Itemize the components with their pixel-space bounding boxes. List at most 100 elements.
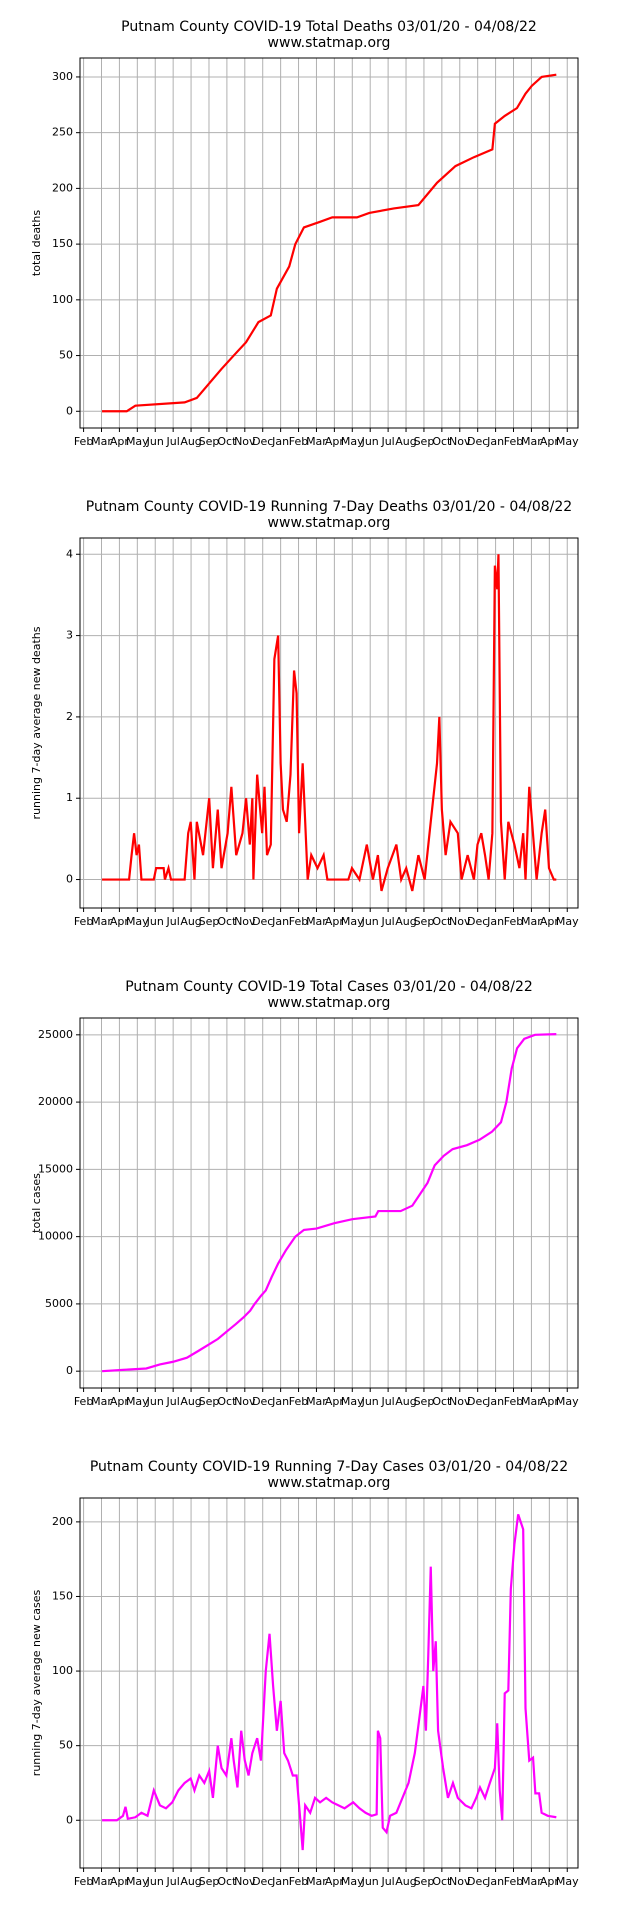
x-tick-label: Feb: [504, 435, 523, 448]
x-tick-label: Jan: [486, 1395, 504, 1408]
x-tick-label: Apr: [540, 915, 560, 928]
y-tick-label: 4: [66, 547, 73, 560]
x-tick-label: Oct: [432, 915, 452, 928]
x-tick-label: Mar: [91, 1875, 112, 1888]
y-tick-label: 3: [66, 629, 73, 642]
y-tick-label: 0: [66, 1813, 73, 1826]
x-tick-label: Mar: [91, 915, 112, 928]
x-tick-label: Apr: [540, 435, 560, 448]
x-tick-label: Apr: [110, 1395, 130, 1408]
x-tick-label: Apr: [325, 435, 345, 448]
x-tick-label: Apr: [325, 1395, 345, 1408]
x-tick-label: Nov: [449, 1875, 471, 1888]
x-tick-label: Jul: [166, 1875, 180, 1888]
chart-subtitle: www.statmap.org: [268, 35, 391, 51]
x-tick-label: Jan: [271, 1875, 289, 1888]
x-tick-label: Feb: [74, 915, 93, 928]
y-tick-label: 25000: [38, 1028, 73, 1041]
x-tick-label: Jul: [166, 915, 180, 928]
x-tick-label: Jan: [486, 915, 504, 928]
x-tick-label: May: [341, 435, 364, 448]
x-tick-label: Aug: [180, 435, 201, 448]
x-tick-label: Jan: [271, 1395, 289, 1408]
x-tick-label: May: [556, 915, 579, 928]
x-tick-label: Feb: [504, 915, 523, 928]
y-tick-label: 10000: [38, 1230, 73, 1243]
y-tick-label: 100: [52, 1664, 73, 1677]
chart-title: Putnam County COVID-19 Running 7-Day Cas…: [90, 1459, 568, 1475]
x-tick-label: Apr: [540, 1395, 560, 1408]
x-tick-label: Sep: [414, 915, 435, 928]
x-tick-label: Oct: [432, 435, 452, 448]
x-tick-label: Jun: [361, 435, 379, 448]
chart-subtitle: www.statmap.org: [268, 995, 391, 1011]
y-tick-label: 150: [52, 237, 73, 250]
x-tick-label: Feb: [289, 1395, 308, 1408]
x-tick-label: May: [556, 435, 579, 448]
y-tick-label: 250: [52, 126, 73, 139]
x-tick-label: Jul: [380, 1875, 394, 1888]
x-tick-label: Dec: [252, 435, 273, 448]
x-tick-label: Apr: [325, 1875, 345, 1888]
x-tick-label: Jun: [146, 915, 164, 928]
y-tick-label: 0: [66, 1364, 73, 1377]
x-tick-label: Nov: [449, 435, 471, 448]
x-tick-label: Jul: [380, 915, 394, 928]
x-tick-label: May: [126, 915, 149, 928]
x-tick-label: Jun: [146, 1395, 164, 1408]
x-tick-label: Mar: [91, 435, 112, 448]
x-tick-label: Aug: [395, 915, 416, 928]
x-tick-label: Mar: [521, 1395, 542, 1408]
y-tick-label: 50: [59, 1739, 73, 1752]
x-tick-label: Aug: [180, 1875, 201, 1888]
x-tick-label: Aug: [180, 1395, 201, 1408]
data-line: [102, 1514, 557, 1851]
x-tick-label: Oct: [217, 1395, 237, 1408]
x-tick-label: May: [341, 915, 364, 928]
x-tick-label: Jun: [361, 1875, 379, 1888]
x-tick-label: Mar: [521, 1875, 542, 1888]
x-tick-label: Aug: [180, 915, 201, 928]
plot-frame: [79, 537, 579, 909]
x-tick-label: Feb: [504, 1875, 523, 1888]
x-tick-label: Mar: [521, 435, 542, 448]
x-tick-label: Jul: [380, 1395, 394, 1408]
data-line: [101, 1033, 557, 1373]
chart-subtitle: www.statmap.org: [268, 515, 391, 531]
x-tick-label: Jan: [271, 915, 289, 928]
x-tick-label: May: [126, 1875, 149, 1888]
x-tick-label: May: [341, 1395, 364, 1408]
x-tick-label: Nov: [234, 1395, 256, 1408]
y-tick-label: 200: [52, 181, 73, 194]
y-axis-label: total cases: [30, 1173, 43, 1233]
x-tick-label: Oct: [432, 1875, 452, 1888]
y-axis-label: total deaths: [30, 210, 43, 276]
x-tick-label: Aug: [395, 435, 416, 448]
x-tick-label: Sep: [199, 1875, 220, 1888]
chart-title: Putnam County COVID-19 Total Cases 03/01…: [125, 979, 533, 995]
x-tick-label: Dec: [467, 1875, 488, 1888]
x-tick-label: Jun: [146, 435, 164, 448]
x-tick-label: Jul: [166, 1395, 180, 1408]
x-tick-label: Sep: [414, 1875, 435, 1888]
x-tick-label: Nov: [449, 1395, 471, 1408]
x-tick-label: May: [126, 435, 149, 448]
x-tick-label: Mar: [306, 1395, 327, 1408]
y-tick-label: 200: [52, 1515, 73, 1528]
y-tick-label: 20000: [38, 1095, 73, 1108]
data-line: [102, 554, 557, 892]
x-tick-label: Feb: [289, 435, 308, 448]
x-tick-label: Feb: [504, 1395, 523, 1408]
x-tick-label: May: [341, 1875, 364, 1888]
x-tick-label: Dec: [252, 1395, 273, 1408]
x-tick-label: Apr: [110, 1875, 130, 1888]
x-tick-label: Mar: [91, 1395, 112, 1408]
plot-frame: [79, 1017, 579, 1389]
x-tick-label: Feb: [289, 1875, 308, 1888]
x-tick-label: Jul: [380, 435, 394, 448]
y-axis-label: running 7-day average new cases: [30, 1590, 43, 1777]
x-tick-label: Feb: [289, 915, 308, 928]
x-tick-label: Aug: [395, 1395, 416, 1408]
chart-subtitle: www.statmap.org: [268, 1475, 391, 1491]
